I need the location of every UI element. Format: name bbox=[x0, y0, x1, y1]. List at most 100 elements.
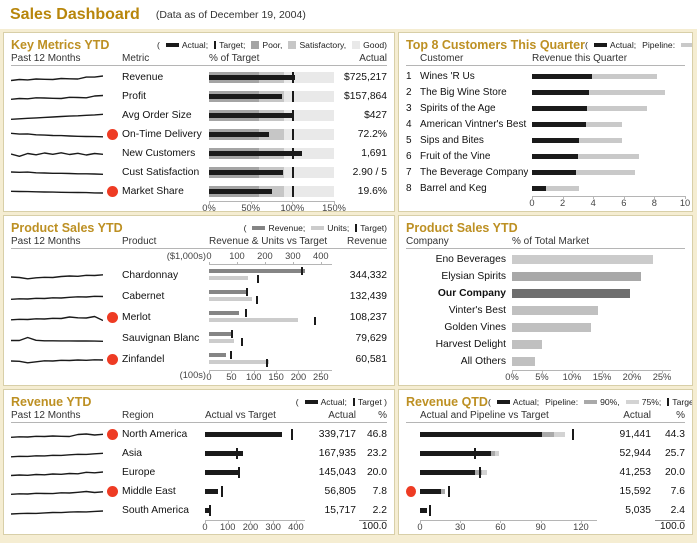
column-headers: Past 12 Months Region Actual vs Target A… bbox=[11, 410, 387, 423]
company-row: All Others bbox=[406, 353, 685, 370]
alert-dot-icon bbox=[107, 354, 118, 365]
axis-line bbox=[205, 520, 305, 521]
product-label: Cabernet bbox=[122, 291, 165, 302]
pipeline-bar bbox=[532, 169, 635, 175]
sparkline-chart bbox=[11, 315, 103, 322]
legend-label: Poor, bbox=[262, 39, 283, 50]
col-pct-of-total-market: % of Total Market bbox=[512, 236, 590, 247]
company-row: Eno Beverages bbox=[406, 251, 685, 268]
actual-value: 1,691 bbox=[361, 148, 387, 159]
bullet-graph bbox=[209, 90, 334, 103]
actual-bar bbox=[205, 508, 209, 513]
pipeline-bar bbox=[532, 73, 658, 79]
panel-key-metrics-ytd: Key Metrics YTD (Actual; Target; Poor, Sati… bbox=[3, 32, 395, 212]
customer-name: Barrel and Keg bbox=[420, 182, 487, 194]
pct-value: 7.6 bbox=[670, 486, 685, 497]
panel-title: Product Sales YTD bbox=[11, 220, 123, 235]
axis-tick-label: 4 bbox=[590, 198, 596, 208]
sparkline-chart bbox=[11, 452, 103, 458]
legend-bar-swatch bbox=[496, 399, 510, 404]
panel-product-sales-ytd: Product Sales YTD (Revenue; Units; Target)… bbox=[3, 215, 395, 386]
axis-tick-mark bbox=[276, 370, 278, 373]
axis-tick-mark bbox=[209, 370, 210, 373]
actual-bar bbox=[532, 185, 546, 191]
revenue-target-tick bbox=[245, 288, 248, 296]
pipeline-bar bbox=[532, 105, 647, 111]
actual-value: $725,217 bbox=[344, 72, 387, 83]
sparkline-chart bbox=[11, 171, 103, 175]
alert-dot-icon bbox=[107, 186, 118, 197]
product-label: Zinfandel bbox=[122, 354, 165, 365]
legend-item: Revenue; bbox=[252, 223, 305, 233]
customer-name: American Vintner's Best bbox=[420, 118, 527, 130]
metric-label: Revenue bbox=[122, 72, 164, 83]
col-revenue-units-vs-target: Revenue & Units vs Target bbox=[209, 236, 328, 247]
legend-label: Pipeline: bbox=[545, 396, 579, 407]
target-tick bbox=[292, 91, 295, 102]
axis-tick-mark bbox=[298, 370, 300, 373]
axis-tick-label: 8 bbox=[651, 198, 657, 208]
market-share-bar-cell bbox=[512, 355, 671, 368]
customer-row: 8 Barrel and Keg bbox=[406, 180, 685, 196]
actual-value: 19.6% bbox=[357, 186, 387, 197]
legend-bar-swatch bbox=[165, 42, 179, 47]
legend-label: Target) bbox=[672, 396, 693, 407]
legend-label: 75%; bbox=[641, 396, 662, 407]
market-share-bar bbox=[512, 323, 592, 332]
sparkline-cell bbox=[11, 289, 103, 304]
revenue-bar-cell bbox=[532, 152, 685, 161]
company-label: Our Company bbox=[437, 288, 506, 299]
revenue-bar-cell bbox=[532, 136, 685, 145]
axis-tick-label: 15% bbox=[592, 372, 612, 382]
target-tick bbox=[238, 467, 241, 478]
legend-label: Actual; bbox=[512, 396, 540, 407]
axis-tick-label: 10 bbox=[679, 198, 691, 208]
metric-row: New Customers 1,691 bbox=[11, 144, 387, 163]
sparkline-cell bbox=[11, 184, 103, 199]
sparkline-cell bbox=[11, 331, 103, 346]
actual-value: 91,441 bbox=[619, 429, 652, 440]
pct-value: 20.0 bbox=[664, 467, 685, 478]
legend-item: Units; bbox=[311, 223, 349, 233]
col-past-12-months: Past 12 Months bbox=[11, 236, 81, 247]
revenue-value: 79,629 bbox=[355, 333, 388, 344]
axis-tick-label: 0% bbox=[505, 372, 519, 382]
customer-name: Spirits of the Age bbox=[420, 102, 496, 114]
col-pct: % bbox=[676, 410, 685, 421]
sparkline-chart bbox=[11, 295, 103, 300]
actual-bar bbox=[420, 508, 427, 513]
actual-pipeline-bar bbox=[420, 504, 597, 517]
customer-rank: 8 bbox=[406, 182, 412, 194]
actual-bar bbox=[209, 75, 295, 80]
axis-tick-mark bbox=[562, 196, 564, 199]
units-bar bbox=[209, 339, 234, 343]
qtd-row: 91,441 44.3 bbox=[406, 425, 685, 444]
axis-tick-label: 200 bbox=[257, 251, 273, 261]
legend-item: Poor, bbox=[251, 40, 282, 50]
legend-item: Target) bbox=[355, 223, 387, 233]
axis-line bbox=[209, 201, 334, 202]
qualitative-band bbox=[284, 167, 334, 178]
revenue-axis: 0 2 4 6 8 10 bbox=[529, 196, 690, 209]
pct-value: 2.2 bbox=[372, 505, 387, 516]
alert-dot-icon bbox=[107, 486, 118, 497]
actual-bar bbox=[205, 470, 238, 475]
axis-tick-label: 10% bbox=[562, 372, 582, 382]
region-label: Europe bbox=[122, 467, 156, 478]
target-tick bbox=[291, 429, 294, 440]
axis-tick-mark bbox=[532, 196, 533, 199]
axis-tick-label: 120 bbox=[573, 522, 589, 532]
actual-vs-target-bar bbox=[205, 504, 305, 517]
product-label: Merlot bbox=[122, 312, 151, 323]
sparkline-cell bbox=[11, 127, 103, 142]
pct-value: 20.0 bbox=[366, 467, 387, 478]
axis-tick-label: 150% bbox=[322, 203, 346, 212]
legend-label: Units; bbox=[327, 222, 350, 233]
axis-tick-label: 6 bbox=[621, 198, 627, 208]
legend-label: Target; bbox=[219, 39, 246, 50]
customer-rank: 5 bbox=[406, 134, 412, 146]
bullet-graph bbox=[209, 109, 334, 122]
axis-tick-label: 200 bbox=[242, 522, 259, 532]
customer-rank: 7 bbox=[406, 166, 412, 178]
revenue-bar bbox=[209, 332, 232, 336]
